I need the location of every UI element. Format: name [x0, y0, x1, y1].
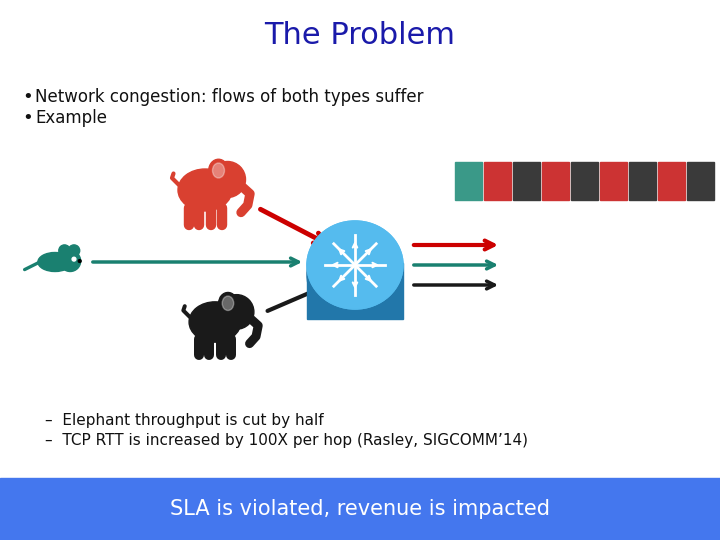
Bar [513, 162, 540, 200]
Text: The Problem: The Problem [264, 21, 456, 50]
Circle shape [220, 295, 254, 329]
Text: –  Elephant throughput is cut by half: – Elephant throughput is cut by half [45, 413, 323, 428]
Ellipse shape [38, 253, 72, 272]
Bar [629, 162, 656, 200]
Text: •: • [22, 109, 32, 127]
Bar [600, 162, 627, 200]
Text: Example: Example [35, 109, 107, 127]
Text: Network congestion: flows of both types suffer: Network congestion: flows of both types … [35, 88, 423, 106]
Ellipse shape [307, 231, 403, 319]
Bar [658, 162, 685, 200]
Bar [571, 162, 598, 200]
Ellipse shape [189, 302, 241, 342]
Ellipse shape [178, 169, 232, 211]
Ellipse shape [307, 221, 403, 309]
Bar [484, 162, 511, 200]
Text: SLA is violated, revenue is impacted: SLA is violated, revenue is impacted [170, 499, 550, 519]
Circle shape [72, 257, 76, 261]
Ellipse shape [307, 221, 403, 309]
Text: •: • [22, 88, 32, 106]
Ellipse shape [212, 163, 225, 178]
Bar [542, 162, 569, 200]
Bar [455, 162, 482, 200]
Bar [0, 478, 720, 540]
Circle shape [59, 245, 71, 256]
Ellipse shape [209, 159, 228, 182]
Bar [687, 162, 714, 200]
Text: –  TCP RTT is increased by 100X per hop (Rasley, SIGCOMM’14): – TCP RTT is increased by 100X per hop (… [45, 433, 528, 448]
Circle shape [78, 260, 81, 262]
Circle shape [60, 251, 81, 272]
Circle shape [210, 161, 246, 198]
Ellipse shape [222, 296, 234, 310]
Ellipse shape [219, 293, 238, 314]
Circle shape [68, 245, 80, 256]
Bar [307, 263, 403, 319]
